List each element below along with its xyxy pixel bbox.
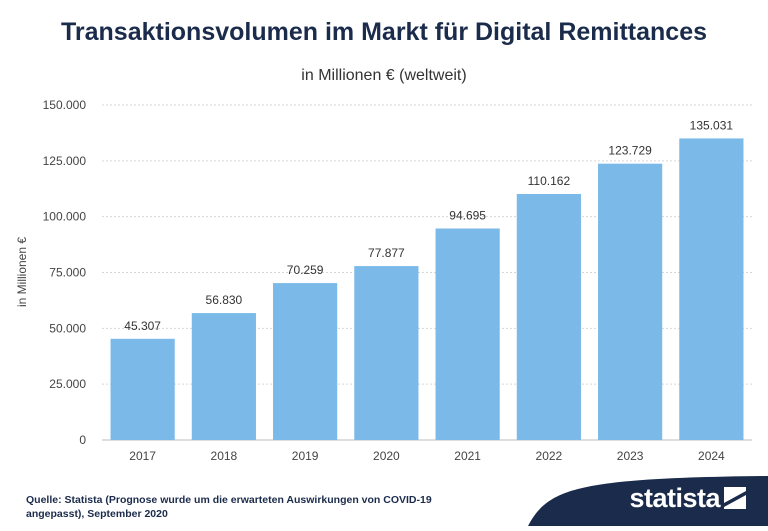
chart-subtitle: in Millionen € (weltweit)	[301, 67, 467, 84]
x-tick-label: 2022	[536, 449, 563, 463]
x-tick-label: 2018	[211, 449, 238, 463]
y-tick-label: 75.000	[49, 266, 86, 280]
source-note: Quelle: Statista (Prognose wurde um die …	[26, 494, 432, 520]
data-label: 77.877	[368, 246, 405, 260]
bar	[191, 313, 256, 440]
y-tick-label: 0	[79, 433, 86, 447]
x-tick-label: 2019	[292, 449, 319, 463]
data-label: 123.729	[608, 144, 652, 158]
x-tick-label: 2020	[373, 449, 400, 463]
data-label: 70.259	[287, 263, 324, 277]
y-tick-label: 100.000	[43, 210, 87, 224]
data-label: 56.830	[206, 293, 243, 307]
bar	[679, 138, 744, 440]
data-label: 110.162	[528, 174, 571, 188]
x-tick-label: 2023	[617, 449, 644, 463]
x-tick-label: 2017	[129, 449, 156, 463]
data-label: 45.307	[124, 319, 161, 333]
data-label: 94.695	[449, 209, 486, 223]
x-tick-label: 2024	[698, 449, 725, 463]
bar	[516, 193, 581, 440]
y-tick-label: 150.000	[43, 98, 87, 112]
x-tick-label: 2021	[454, 449, 481, 463]
statista-logo-background	[488, 468, 768, 526]
y-axis-label: in Millionen €	[15, 237, 29, 307]
y-tick-label: 25.000	[49, 377, 86, 391]
y-tick-label: 50.000	[49, 321, 86, 335]
data-label: 135.031	[690, 118, 734, 132]
bar	[354, 266, 419, 440]
chart-title: Transaktionsvolumen im Markt für Digital…	[61, 18, 707, 46]
bar	[435, 228, 500, 440]
statista-logo[interactable]: statista	[629, 483, 720, 513]
bar	[598, 163, 663, 440]
statista-logo-icon	[724, 487, 746, 509]
bar	[110, 338, 175, 440]
bar	[273, 283, 338, 440]
y-tick-label: 125.000	[43, 154, 87, 168]
